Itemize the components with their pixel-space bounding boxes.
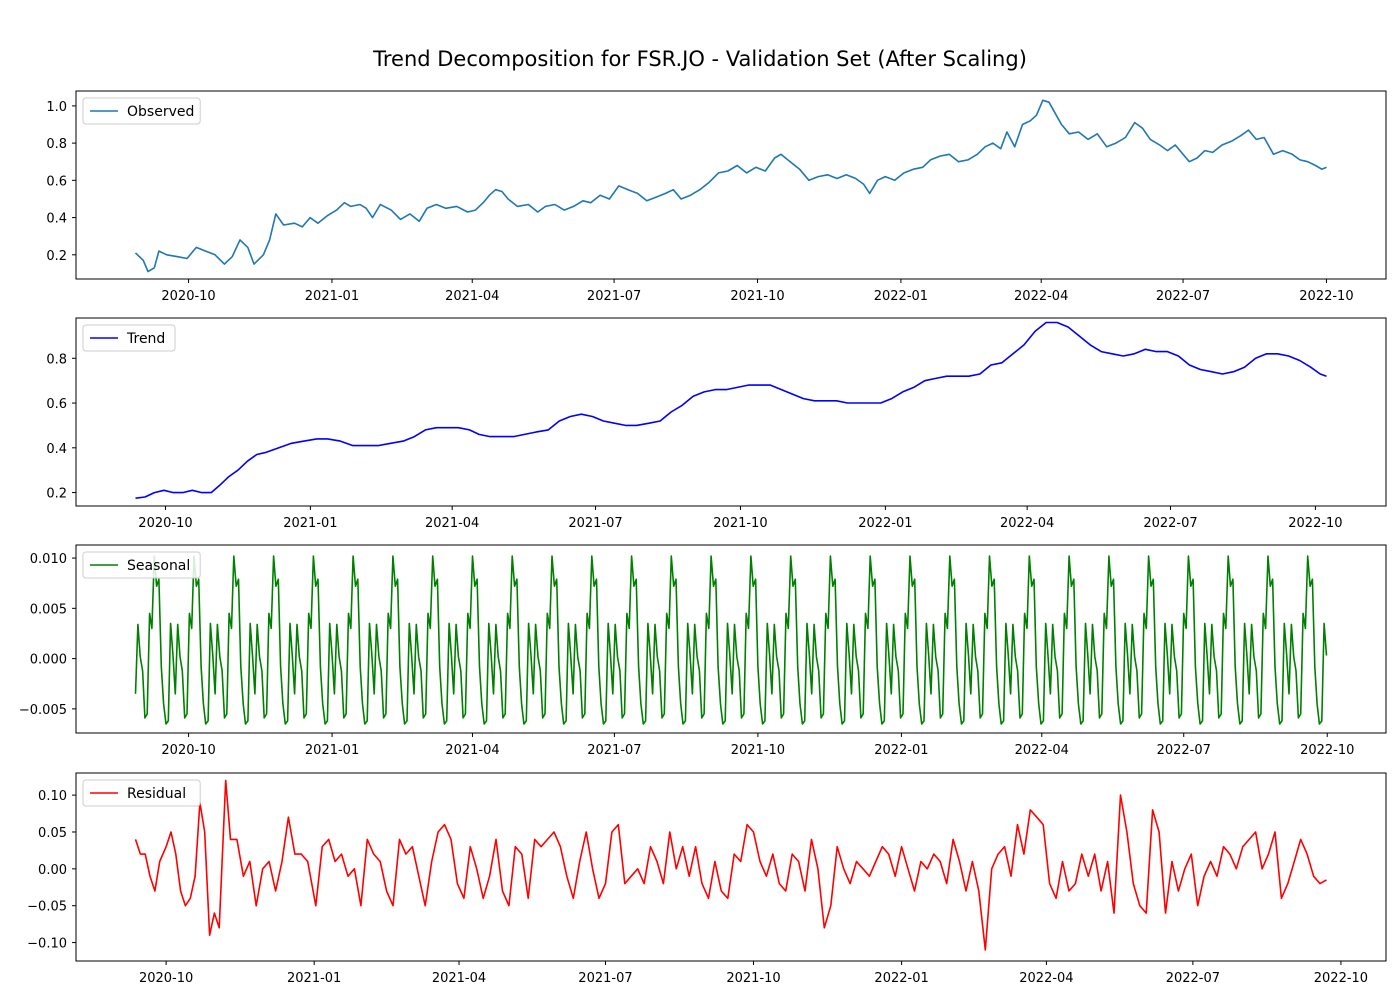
residual-xtick-label: 2022-04 bbox=[1019, 971, 1073, 986]
observed-xtick-label: 2022-04 bbox=[1014, 289, 1068, 304]
residual-xtick-label: 2021-10 bbox=[726, 971, 780, 986]
observed-ytick-label: 0.6 bbox=[46, 174, 67, 189]
seasonal-series-line bbox=[134, 555, 1328, 725]
trend-xtick-label: 2022-07 bbox=[1143, 516, 1197, 531]
seasonal-ytick-label: 0.000 bbox=[30, 653, 67, 668]
residual-xtick-label: 2022-10 bbox=[1314, 971, 1368, 986]
trend-xtick-label: 2022-01 bbox=[858, 516, 912, 531]
residual-xtick-label: 2020-10 bbox=[139, 971, 193, 986]
seasonal-axes-frame bbox=[75, 544, 1387, 734]
trend-ytick-label: 0.4 bbox=[46, 442, 67, 457]
residual-ytick-label: 0.00 bbox=[38, 863, 67, 878]
trend-legend: Trend bbox=[82, 324, 176, 352]
observed-xtick-label: 2021-07 bbox=[587, 289, 641, 304]
observed-legend-box bbox=[82, 97, 201, 125]
observed-panel: 0.2 0.4 0.6 0.8 1.0 2020-10 2021-01 2021-04 2021… bbox=[46, 90, 1387, 304]
observed-ytick-label: 1.0 bbox=[46, 100, 67, 115]
observed-legend-label: Observed bbox=[127, 104, 194, 120]
trend-xtick-label: 2022-04 bbox=[1000, 516, 1054, 531]
trend-ytick-label: 0.8 bbox=[46, 352, 67, 367]
trend-xtick-label: 2021-07 bbox=[568, 516, 622, 531]
trend-xtick-label: 2022-10 bbox=[1288, 516, 1342, 531]
panels: 0.2 0.4 0.6 0.8 1.0 2020-10 2021-01 2021-04 2021… bbox=[19, 90, 1387, 986]
seasonal-xtick-label: 2021-04 bbox=[445, 743, 499, 758]
observed-legend: Observed bbox=[82, 97, 201, 125]
seasonal-xtick-label: 2022-07 bbox=[1157, 743, 1211, 758]
observed-ytick-label: 0.8 bbox=[46, 137, 67, 152]
observed-series-line bbox=[134, 99, 1327, 273]
trend-series-line bbox=[135, 321, 1327, 499]
seasonal-xtick-label: 2021-07 bbox=[587, 743, 641, 758]
observed-xtick-label: 2022-01 bbox=[874, 289, 928, 304]
residual-axes-frame bbox=[75, 772, 1387, 962]
observed-ytick-label: 0.2 bbox=[46, 249, 67, 264]
residual-series-line bbox=[134, 779, 1327, 951]
trend-legend-box bbox=[82, 324, 176, 352]
residual-xtick-label: 2022-01 bbox=[874, 971, 928, 986]
residual-xtick-label: 2021-04 bbox=[432, 971, 486, 986]
trend-xtick-label: 2021-04 bbox=[425, 516, 479, 531]
seasonal-ytick-label: 0.010 bbox=[30, 552, 67, 567]
residual-ytick-label: −0.05 bbox=[27, 900, 67, 915]
trend-xtick-label: 2020-10 bbox=[138, 516, 192, 531]
seasonal-xtick-label: 2020-10 bbox=[161, 743, 215, 758]
trend-ytick-label: 0.2 bbox=[46, 487, 67, 502]
trend-panel: 0.2 0.4 0.6 0.8 2020-10 2021-01 2021-04 2021-07… bbox=[46, 317, 1387, 531]
observed-axes-frame bbox=[75, 90, 1387, 280]
seasonal-legend: Seasonal bbox=[82, 551, 201, 579]
residual-ytick-label: −0.10 bbox=[27, 937, 67, 952]
residual-xtick-label: 2021-01 bbox=[287, 971, 341, 986]
seasonal-xtick-label: 2022-04 bbox=[1015, 743, 1069, 758]
residual-panel: −0.10 −0.05 0.00 0.05 0.10 2020-10 2021-01 2021… bbox=[27, 772, 1387, 986]
observed-xtick-label: 2021-10 bbox=[730, 289, 784, 304]
observed-xtick-label: 2021-04 bbox=[445, 289, 499, 304]
observed-xtick-label: 2022-07 bbox=[1156, 289, 1210, 304]
residual-legend-label: Residual bbox=[127, 786, 186, 802]
seasonal-legend-label: Seasonal bbox=[127, 558, 190, 574]
seasonal-legend-box bbox=[82, 551, 201, 579]
residual-legend-box bbox=[82, 779, 201, 807]
seasonal-xtick-label: 2021-01 bbox=[305, 743, 359, 758]
trend-xtick-label: 2021-10 bbox=[713, 516, 767, 531]
observed-ytick-label: 0.4 bbox=[46, 212, 67, 227]
residual-ytick-label: 0.10 bbox=[38, 789, 67, 804]
seasonal-xtick-label: 2022-10 bbox=[1300, 743, 1354, 758]
trend-axes-frame bbox=[75, 317, 1387, 507]
seasonal-ytick-label: 0.005 bbox=[30, 602, 67, 617]
residual-xtick-label: 2021-07 bbox=[578, 971, 632, 986]
residual-xtick-label: 2022-07 bbox=[1166, 971, 1220, 986]
residual-ytick-label: 0.05 bbox=[38, 826, 67, 841]
seasonal-panel: −0.005 0.000 0.005 0.010 2020-10 2021-01 2021-… bbox=[19, 544, 1387, 758]
trend-ytick-label: 0.6 bbox=[46, 397, 67, 412]
observed-xtick-label: 2020-10 bbox=[161, 289, 215, 304]
seasonal-ytick-label: −0.005 bbox=[19, 703, 67, 718]
figure-title: Trend Decomposition for FSR.JO - Validat… bbox=[372, 47, 1027, 71]
observed-xtick-label: 2021-01 bbox=[305, 289, 359, 304]
trend-xtick-label: 2021-01 bbox=[283, 516, 337, 531]
trend-legend-label: Trend bbox=[126, 331, 165, 347]
seasonal-xtick-label: 2022-01 bbox=[874, 743, 928, 758]
residual-legend: Residual bbox=[82, 779, 201, 807]
seasonal-xtick-label: 2021-10 bbox=[731, 743, 785, 758]
observed-xtick-label: 2022-10 bbox=[1299, 289, 1353, 304]
